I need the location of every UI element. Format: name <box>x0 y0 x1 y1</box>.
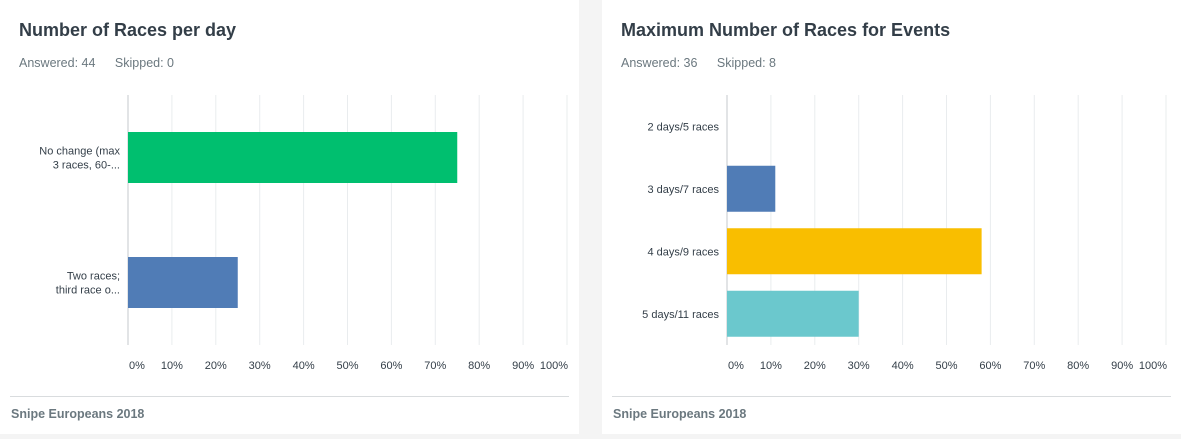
chart-card: Maximum Number of Races for Events Answe… <box>602 0 1181 434</box>
x-tick-label: 40% <box>293 360 315 372</box>
x-tick-label: 0% <box>728 360 744 372</box>
x-tick-label: 70% <box>1023 360 1045 372</box>
bar <box>727 228 982 275</box>
x-tick-label: 20% <box>804 360 826 372</box>
survey-name: Snipe Europeans 2018 <box>11 407 145 421</box>
bar-chart: 2 days/5 races 3 days/7 races 4 days/9 rac… <box>642 95 1167 372</box>
bar <box>727 165 776 212</box>
card-divider <box>10 396 569 397</box>
x-tick-label: 80% <box>468 360 490 372</box>
survey-name: Snipe Europeans 2018 <box>613 407 747 421</box>
x-tick-label: 10% <box>760 360 782 372</box>
chart-title: Number of Races per day <box>19 20 237 40</box>
x-tick-label: 50% <box>336 360 358 372</box>
x-tick-label: 100% <box>540 360 568 372</box>
skipped-count: Skipped: 0 <box>114 56 174 70</box>
x-tick-label: 100% <box>1139 360 1167 372</box>
x-tick-label: 0% <box>129 360 145 372</box>
x-tick-label: 80% <box>1067 360 1089 372</box>
bar <box>128 132 458 183</box>
answered-count: Answered: 44 <box>19 56 96 70</box>
response-stats: Answered: 44 Skipped: 0 <box>19 56 174 70</box>
bar-chart: No change (max 3 races, 60-... Two races; t… <box>39 95 568 372</box>
x-tick-label: 60% <box>380 360 402 372</box>
chart-card: Number of Races per day Answered: 44 Ski… <box>0 0 579 434</box>
x-tick-label: 90% <box>512 360 534 372</box>
x-tick-label: 30% <box>848 360 870 372</box>
x-tick-label: 10% <box>161 360 183 372</box>
category-label: Two races; third race o... <box>56 271 120 297</box>
x-tick-label: 60% <box>979 360 1001 372</box>
x-tick-label: 30% <box>249 360 271 372</box>
category-label: 3 days/7 races <box>647 184 719 196</box>
chart-title: Maximum Number of Races for Events <box>621 20 951 40</box>
x-tick-label: 20% <box>205 360 227 372</box>
skipped-count: Skipped: 8 <box>716 56 776 70</box>
bar <box>727 290 859 337</box>
x-tick-label: 90% <box>1111 360 1133 372</box>
x-tick-label: 50% <box>935 360 957 372</box>
card-divider <box>612 396 1171 397</box>
answered-count: Answered: 36 <box>621 56 698 70</box>
category-label: 2 days/5 races <box>647 121 719 133</box>
category-label: 4 days/9 races <box>647 246 719 258</box>
x-tick-label: 70% <box>424 360 446 372</box>
x-tick-label: 40% <box>892 360 914 372</box>
category-label: 5 days/11 races <box>642 309 719 321</box>
response-stats: Answered: 36 Skipped: 8 <box>621 56 776 70</box>
category-label: No change (max 3 races, 60-... <box>39 146 120 172</box>
bar <box>128 257 238 308</box>
